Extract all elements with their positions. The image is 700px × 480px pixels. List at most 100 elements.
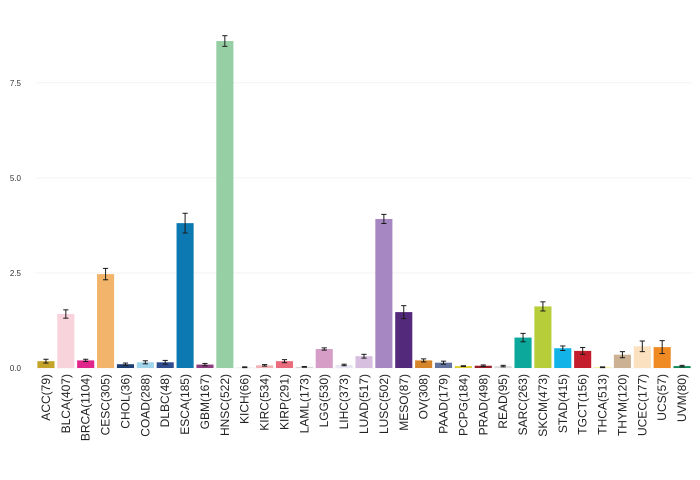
x-tick-label: KICH(66) [238,374,252,424]
x-tick-label: MESO(87) [397,374,411,431]
error-bar [361,353,367,359]
x-tick-label: LGG(530) [317,374,331,427]
error-bar [580,346,586,355]
bar-ucs [653,347,671,368]
x-tick-label: UCS(57) [655,374,669,421]
x-tick-label: KIRP(291) [277,374,291,430]
x-tick-label: SARC(263) [516,374,530,435]
error-bar [500,364,506,368]
error-bar [619,351,626,359]
x-tick-label: UVM(80) [675,374,689,422]
error-bar [63,309,69,319]
error-bar [480,364,486,367]
error-bar [43,358,49,364]
bar-sarc [514,337,532,368]
y-axis: 0.0 2.5 5.0 7.5 [10,79,22,373]
gridlines [36,82,692,369]
bar-kirc [256,365,274,368]
x-tick-label: ACC(79) [39,374,53,421]
bar-tgct [574,350,592,368]
bar-kirp [275,361,294,368]
error-bar [242,366,248,369]
bar-gbm [196,364,214,368]
x-tick-label: LAML(173) [297,374,311,433]
x-tick-label: DLBC(48) [158,374,172,427]
error-bar [102,267,109,281]
error-bar [341,363,347,367]
bar-ov [415,360,433,368]
x-tick-label: UCEC(177) [635,374,649,436]
error-bar [162,359,168,365]
bar-brca [77,360,95,368]
error-bar [222,35,228,47]
bar-luad [355,356,373,368]
error-bar [599,366,606,369]
x-tick-label: HNSC(522) [218,374,232,436]
x-tick-label: KIRC(534) [258,374,272,431]
y-tick-label: 5.0 [10,174,22,183]
x-tick-label: LUAD(517) [357,374,371,434]
error-bar [440,360,447,365]
bar-hnsc [216,41,234,369]
error-bar [182,212,188,234]
bar-lihc [335,364,353,368]
error-bar [83,358,89,363]
x-tick-label: THCA(513) [596,374,610,435]
bar-acc [37,361,55,368]
error-bar [122,362,129,366]
x-tick-label: GBM(167) [198,374,212,429]
x-tick-label: SKCM(473) [536,374,550,437]
bar-paad [434,362,453,368]
x-tick-label: TGCT(156) [576,374,590,435]
error-bar [639,340,645,353]
error-bar [281,359,288,364]
x-tick-label: STAD(415) [556,374,570,433]
error-bar [520,332,526,343]
error-bar [540,301,546,312]
x-axis: ACC(79) BLCA(407) BRCA(1104) CESC(305) CHOL(… [39,374,689,441]
x-tick-label: THYM(120) [615,374,629,436]
error-bars [43,35,685,369]
bar-dlbc [156,362,174,368]
error-bar [421,358,427,363]
error-bar [460,365,466,367]
x-tick-label: PRAD(498) [476,374,490,435]
bar-meso [395,312,413,368]
x-tick-label: READ(95) [496,374,510,429]
error-bar [142,360,148,365]
x-tick-label: PCPG(184) [456,374,470,436]
error-bar [679,364,685,368]
bar-chol [116,364,135,368]
error-bar [321,347,327,351]
x-tick-label: COAD(288) [138,374,152,437]
x-tick-label: ESCA(185) [178,374,192,435]
x-tick-label: LIHC(373) [337,374,351,429]
x-tick-label: BLCA(407) [59,374,73,433]
x-tick-label: OV(308) [417,374,431,419]
bar-blca [57,314,75,368]
bar-lusc [375,218,393,368]
error-bar [401,305,407,320]
y-tick-label: 7.5 [10,79,22,88]
x-tick-label: BRCA(1104) [79,374,93,441]
bars [37,41,691,369]
x-tick-label: PAAD(179) [437,374,451,434]
error-bar [381,213,387,225]
bar-skcm [534,306,552,368]
error-bar [301,365,307,368]
bar-cesc [97,274,115,368]
error-bar [262,364,268,367]
x-tick-label: CHOL(36) [118,374,132,429]
bar-ucec [633,346,651,368]
error-bar [202,362,208,367]
x-tick-label: CESC(305) [99,374,113,435]
bar-esca [176,223,194,368]
bar-lgg [315,348,333,368]
bar-pcpg [454,366,472,368]
x-tick-label: LUSC(502) [377,374,391,434]
bar-coad [136,362,154,368]
y-tick-label: 2.5 [10,269,22,278]
error-bar [560,345,566,352]
error-bar [659,340,665,355]
